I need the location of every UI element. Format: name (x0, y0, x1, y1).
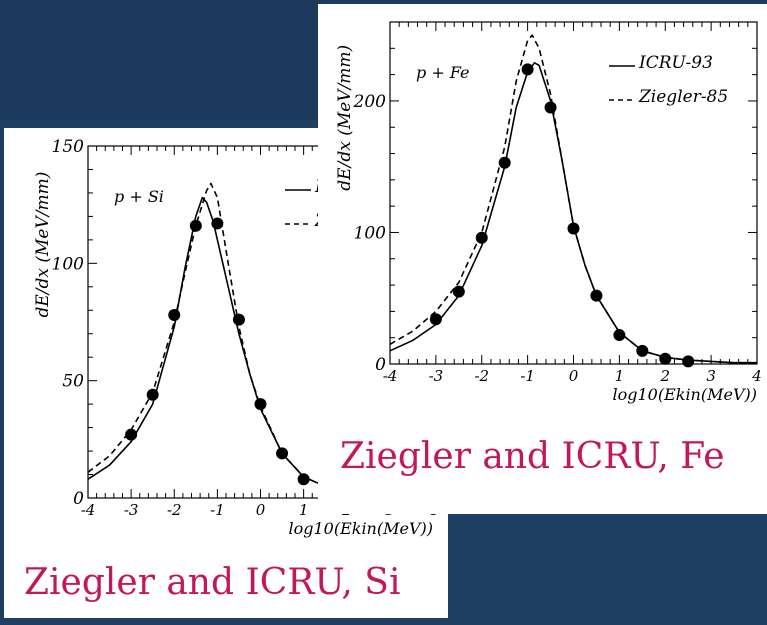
data-point (232, 313, 245, 326)
panel-annotation: p + Si (114, 187, 164, 206)
data-point (211, 217, 224, 230)
x-tick-label: 4 (751, 367, 762, 385)
y-tick-label: 150 (52, 137, 85, 157)
data-point (636, 344, 649, 357)
data-point (475, 231, 488, 244)
data-point (613, 329, 626, 342)
data-point (125, 428, 138, 441)
data-point (189, 219, 202, 232)
y-tick-label: 100 (354, 223, 387, 243)
data-point (254, 398, 267, 411)
y-axis-label: dE/dx (MeV/mm) (33, 172, 53, 318)
data-point (659, 352, 672, 365)
data-point (429, 313, 442, 326)
legend-label: ICRU-93 (638, 53, 713, 73)
legend-label: Ziegler-85 (638, 87, 728, 107)
x-tick-label: -2 (474, 367, 489, 385)
series-line-icru (389, 61, 757, 364)
caption-fe: Ziegler and ICRU, Fe (332, 436, 733, 477)
x-tick-label: 0 (256, 501, 266, 519)
x-tick-label: -3 (429, 367, 444, 385)
x-axis-label: log10(Ekin(MeV)) (612, 385, 757, 404)
x-tick-label: -2 (167, 501, 182, 519)
y-tick-label: 50 (62, 372, 84, 392)
x-tick-label: 2 (659, 367, 670, 385)
data-point (498, 156, 511, 169)
caption-si: Ziegler and ICRU, Si (14, 562, 411, 603)
x-tick-label: -4 (81, 501, 96, 519)
x-tick-label: -4 (383, 367, 398, 385)
data-point (297, 473, 310, 486)
y-tick-label: 0 (375, 355, 386, 375)
x-tick-label: -3 (124, 501, 139, 519)
data-point (682, 355, 695, 368)
x-tick-label: 3 (706, 367, 716, 385)
x-tick-label: 0 (569, 367, 579, 385)
x-tick-label: -1 (520, 367, 535, 385)
data-point (168, 308, 181, 321)
data-point (544, 101, 557, 114)
data-point (590, 289, 603, 302)
x-axis-label: log10(Ekin(MeV)) (288, 519, 433, 538)
x-tick-label: 1 (615, 367, 625, 385)
series-line-ziegler (389, 34, 757, 364)
data-point (276, 447, 289, 460)
chart-panel-fe: -4 -3 -2 -1 0 1 2 3 4 0 100 200 dE/dx (MeV/mm) log10(… (318, 4, 767, 514)
data-point (521, 63, 534, 76)
y-tick-label: 100 (52, 254, 85, 274)
y-axis-label: dE/dx (MeV/mm) (335, 45, 355, 191)
data-point (146, 388, 159, 401)
x-tick-label: 1 (299, 501, 309, 519)
data-point (452, 285, 465, 298)
data-point (567, 222, 580, 235)
y-tick-label: 0 (73, 489, 84, 509)
x-tick-label: -1 (210, 501, 225, 519)
y-tick-label: 200 (353, 92, 387, 112)
panel-annotation: p + Fe (416, 63, 470, 82)
